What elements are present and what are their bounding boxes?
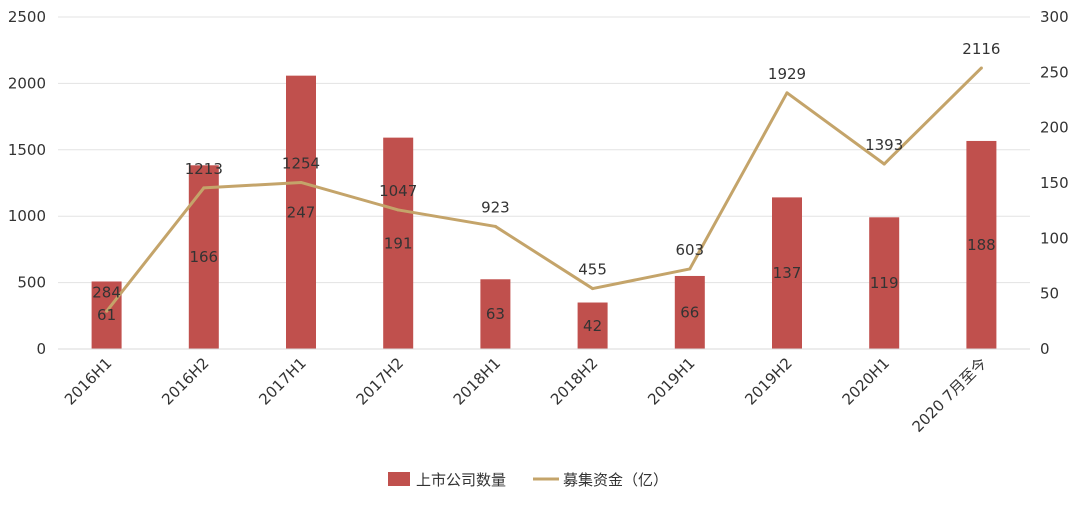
line-point: [591, 287, 595, 291]
bar: [480, 279, 511, 349]
left-axis-tick-label: 1000: [8, 207, 46, 225]
x-axis-tick-label: 2020H1: [839, 354, 893, 408]
bar-data-label: 61: [97, 306, 116, 324]
line-series: [105, 66, 983, 313]
line-data-label: 284: [92, 283, 121, 301]
bar-data-label: 191: [384, 234, 413, 252]
legend-label-line: 募集资金（亿）: [563, 471, 668, 489]
line-point: [202, 186, 206, 190]
line-point: [299, 180, 303, 184]
line-data-label: 1393: [865, 136, 903, 154]
line-data-label: 1213: [185, 160, 223, 178]
right-axis-tick-label: 200: [1040, 119, 1069, 137]
bar: [772, 197, 802, 349]
bar: [383, 137, 414, 349]
left-axis-tick-label: 2000: [8, 74, 46, 92]
bar-series: [91, 75, 997, 350]
right-axis-tick-label: 150: [1040, 174, 1069, 192]
x-axis-tick-label: 2016H2: [158, 354, 212, 408]
legend: 上市公司数量 募集资金（亿）: [388, 471, 668, 489]
line-path: [105, 66, 983, 313]
line-point: [105, 309, 109, 313]
right-axis-tick-label: 300: [1040, 8, 1069, 26]
line-data-label: 455: [578, 261, 607, 279]
line-point: [688, 267, 692, 271]
left-axis-tick-label: 1500: [8, 141, 46, 159]
x-axis-tick-label: 2019H1: [644, 354, 698, 408]
left-axis-tick-label: 0: [36, 340, 46, 358]
line-data-label: 1047: [379, 182, 417, 200]
right-axis-tick-label: 250: [1040, 63, 1069, 81]
left-axis: 0 500 1000 1500 2000 2500: [8, 8, 46, 358]
bar: [869, 217, 900, 349]
right-axis-tick-label: 0: [1040, 340, 1050, 358]
line-data-label: 603: [675, 241, 704, 259]
right-axis-tick-label: 50: [1040, 285, 1059, 303]
bar-data-label: 66: [680, 303, 699, 321]
left-axis-tick-label: 2500: [8, 8, 46, 26]
bar-data-label: 63: [486, 305, 505, 323]
bar-data-label: 166: [189, 248, 218, 266]
x-axis: 2016H1 2016H2 2017H1 2017H2 2018H1 2018H2 2019…: [58, 348, 1030, 436]
bar-data-label: 119: [870, 274, 899, 292]
legend-label-bar: 上市公司数量: [416, 471, 506, 489]
x-axis-tick-label: 2017H1: [255, 354, 309, 408]
line-point: [979, 66, 983, 70]
bar: [286, 75, 316, 350]
bar-data-label: 188: [967, 236, 996, 254]
bar: [188, 165, 219, 349]
left-axis-tick-label: 500: [17, 274, 46, 292]
bar-data-label: 137: [773, 264, 802, 282]
right-axis-tick-label: 100: [1040, 229, 1069, 247]
legend-swatch-bar: [388, 472, 410, 486]
bar-data-label: 247: [287, 203, 316, 221]
line-point: [882, 162, 886, 166]
x-axis-tick-label: 2017H2: [353, 354, 407, 408]
x-axis-tick-label: 2020 7月至今: [909, 354, 991, 436]
bar-data-label: 42: [583, 317, 602, 335]
line-point: [785, 91, 789, 95]
line-data-labels: 284 1213 1254 1047 923 455 603 1929 1393 2116: [92, 40, 1000, 301]
line-data-label: 1254: [282, 154, 320, 172]
line-data-label: 1929: [768, 65, 806, 83]
x-axis-tick-label: 2016H1: [61, 354, 115, 408]
bar: [966, 140, 997, 349]
right-axis: 0 50 100 150 200 250 300: [1040, 8, 1069, 358]
bar: [674, 275, 705, 349]
line-point: [396, 208, 400, 212]
x-axis-tick-label: 2019H2: [741, 354, 795, 408]
bar-data-labels: 61 166 247 191 63 42 66 137 119 188: [97, 203, 996, 334]
x-axis-tick-label: 2018H1: [450, 354, 504, 408]
line-point: [493, 224, 497, 228]
bar: [577, 302, 608, 349]
bar: [91, 281, 122, 349]
line-data-label: 2116: [962, 40, 1000, 58]
line-data-label: 923: [481, 198, 510, 216]
x-axis-tick-label: 2018H2: [547, 354, 601, 408]
